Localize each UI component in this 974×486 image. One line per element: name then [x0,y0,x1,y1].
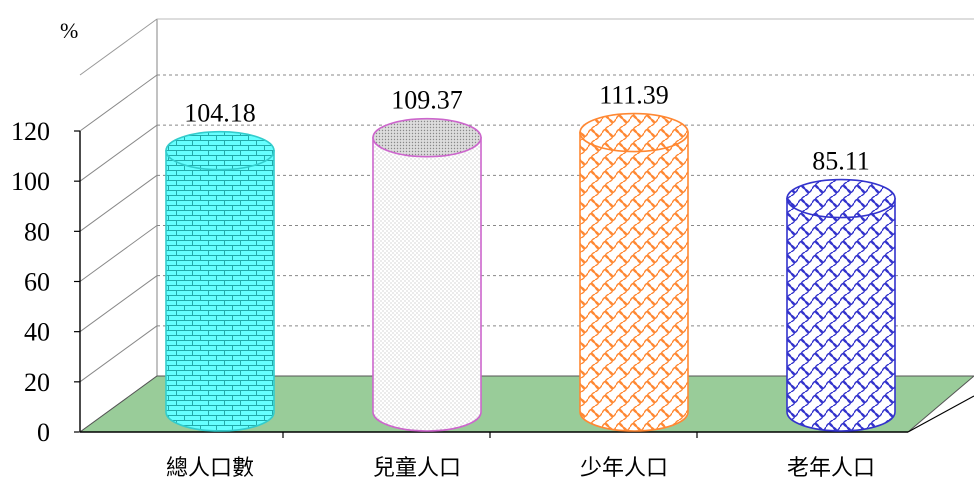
side-gridline-6 [79,74,158,132]
bar-top-1 [372,117,482,158]
y-tick-label-5: 100 [11,167,50,196]
bar-series [165,112,896,432]
side-gridline-2 [79,275,158,333]
side-gridline-5 [79,124,158,182]
x-tick-label-2: 少年人口 [580,456,668,481]
floor-right-edge [907,395,974,433]
data-label-0: 104.18 [184,99,256,128]
bar-1 [372,117,482,432]
y-tick-label-0: 0 [37,418,50,447]
y-tick-label-6: 120 [11,117,50,146]
bar-top-2 [579,112,689,153]
data-label-2: 111.39 [599,81,669,110]
x-axis: 總人口數 兒童人口 少年人口 老年人口 [166,432,875,481]
bar-body-0 [165,149,275,432]
x-tick-label-3: 老年人口 [787,456,875,481]
side-gridline-4 [79,174,158,232]
bar-top-0 [165,130,275,171]
data-label-1: 109.37 [391,86,463,115]
y-axis-unit-label: % [60,18,78,43]
bar-body-1 [372,136,482,432]
bar-0 [165,130,275,432]
bar-body-3 [786,197,896,432]
y-tick-label-2: 40 [24,318,50,347]
chart-floor [78,375,974,433]
side-gridline-1 [79,325,158,383]
y-tick-label-3: 60 [24,268,50,297]
y-tick-label-4: 80 [24,217,50,246]
x-tick-label-0: 總人口數 [166,456,254,481]
data-labels: 104.18 109.37 111.39 85.11 [184,81,870,176]
y-tick-label-1: 20 [24,368,50,397]
x-tick-label-1: 兒童人口 [373,456,461,481]
y-axis: 0 20 40 60 80 100 120% [11,18,81,447]
side-gridline-3 [79,225,158,282]
side-wall-top-edge [79,18,158,76]
chart-walls [79,18,974,376]
bar-body-2 [579,131,689,432]
bar-3 [786,178,896,432]
data-label-3: 85.11 [812,147,870,176]
bar-top-3 [786,178,896,219]
bar-2 [579,112,689,432]
